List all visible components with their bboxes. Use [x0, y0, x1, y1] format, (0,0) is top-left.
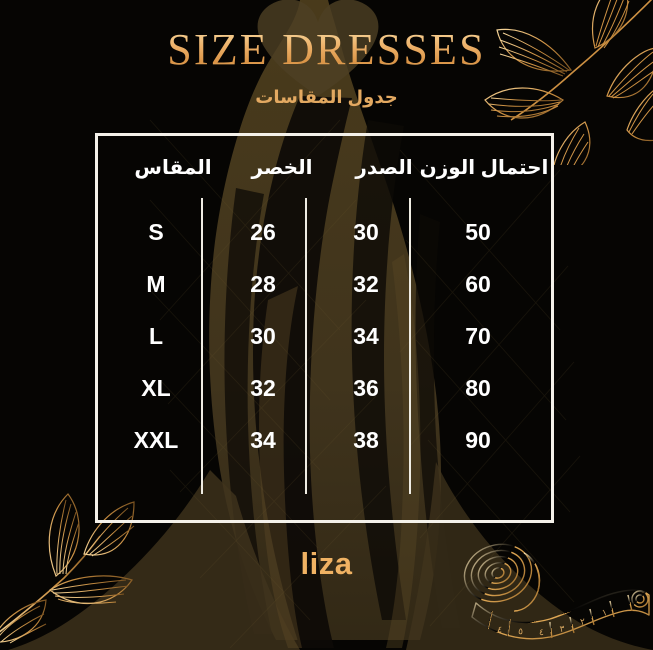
table-body: S 26 30 50 M 28 32 60 L 30 34 70 XL 32 3…: [98, 206, 551, 466]
cell-weight: 50: [465, 219, 491, 245]
cell-weight: 80: [465, 375, 491, 401]
cell-waist: 26: [250, 219, 276, 245]
cell-weight: 70: [465, 323, 491, 349]
column-header-size: المقاس: [134, 157, 212, 179]
cell-size: L: [148, 323, 164, 349]
brand-name: liza: [300, 546, 353, 581]
table-row: XXL 34 38 90: [98, 414, 551, 466]
svg-text:٢: ٢: [579, 616, 586, 627]
svg-text:٣: ٣: [559, 624, 565, 634]
cell-weight: 90: [465, 427, 491, 453]
column-header-weight: احتمال الوزن: [419, 157, 549, 179]
cell-size: M: [146, 271, 166, 297]
page-title: SIZE DRESSES: [0, 28, 653, 72]
table-row: S 26 30 50: [98, 206, 551, 258]
cell-chest: 34: [353, 323, 379, 349]
cell-weight: 60: [465, 271, 491, 297]
cell-waist: 28: [250, 271, 276, 297]
cell-chest: 30: [353, 219, 379, 245]
size-table: المقاس الخصر الصدر احتمال الوزن S 26 30 …: [95, 133, 554, 523]
cell-size: S: [148, 219, 164, 245]
page-subtitle: جدول المقاسات: [255, 87, 398, 107]
cell-waist: 34: [250, 427, 276, 453]
svg-text:٤: ٤: [497, 624, 503, 635]
cell-waist: 30: [250, 323, 276, 349]
svg-text:٥: ٥: [518, 626, 524, 636]
svg-text:١: ١: [601, 607, 608, 618]
svg-text:٤: ٤: [539, 627, 544, 637]
cell-waist: 32: [250, 375, 276, 401]
poster-header: SIZE DRESSES جدول المقاسات: [0, 0, 653, 130]
table-row: L 30 34 70: [98, 310, 551, 362]
cell-size: XXL: [133, 427, 179, 453]
table-row: M 28 32 60: [98, 258, 551, 310]
cell-chest: 38: [353, 427, 379, 453]
cell-chest: 36: [353, 375, 379, 401]
table-header-row: المقاس الخصر الصدر احتمال الوزن: [98, 136, 551, 198]
table-row: XL 32 36 80: [98, 362, 551, 414]
cell-chest: 32: [353, 271, 379, 297]
cell-size: XL: [141, 375, 171, 401]
